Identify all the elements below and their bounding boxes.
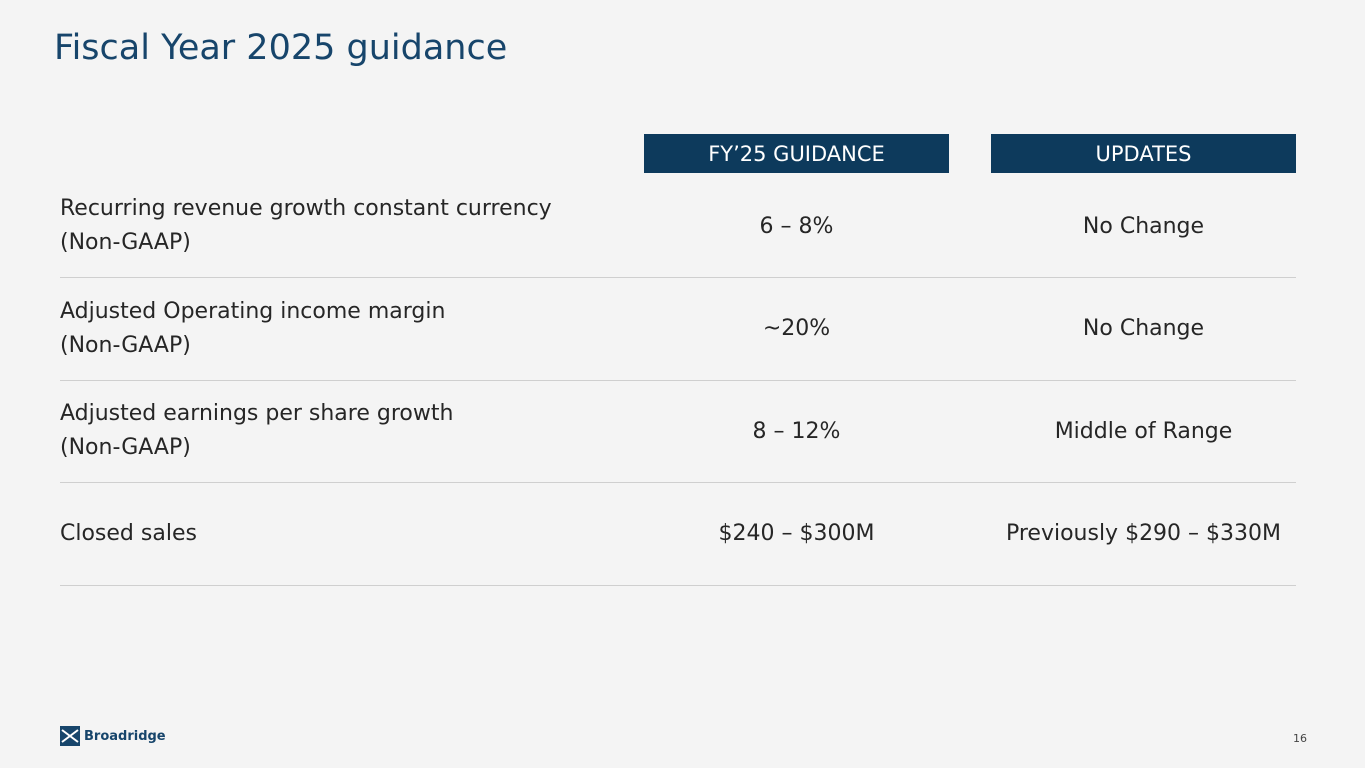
guidance-cell: 8 – 12% [752, 418, 841, 444]
update-cell: Previously $290 – $330M [1005, 521, 1282, 546]
page-number: 16 [1293, 732, 1307, 745]
guidance-cell: ~20% [762, 316, 831, 341]
row-label: Adjusted earnings per share growth (Non-G… [60, 380, 453, 482]
row-label-line: (Non-GAAP) [60, 230, 191, 255]
table-row: Adjusted earnings per share growth (Non-G… [60, 380, 1296, 483]
logo-text: Broadridge [84, 728, 166, 744]
table-row: Recurring revenue growth constant curren… [60, 175, 1296, 278]
column-header: UPDATES [991, 134, 1296, 173]
update-cell: No Change [1082, 213, 1205, 239]
update-cell: Middle of Range [1054, 418, 1233, 444]
row-label-line: Recurring revenue growth constant curren… [60, 196, 552, 221]
row-label-line: Closed sales [60, 520, 197, 546]
row-label-line: Adjusted earnings per share growth [60, 401, 454, 426]
slide-title: Fiscal Year 2025 guidance [54, 28, 508, 68]
row-label-line: Adjusted Operating income margin [60, 298, 446, 324]
row-label-line: (Non-GAAP) [60, 332, 191, 358]
guidance-cell: 6 – 8% [759, 213, 834, 239]
update-cell: No Change [1082, 316, 1205, 341]
table-row: Closed sales $240 – $300M Previously $290 … [60, 483, 1296, 586]
row-label-line: (Non-GAAP) [60, 435, 191, 460]
row-label: Adjusted Operating income margin (Non-GAA… [60, 278, 445, 380]
logo: Broadridge [60, 726, 166, 746]
column-header: FY’25 GUIDANCE [644, 134, 949, 173]
logo-icon [60, 726, 80, 746]
guidance-cell: $240 – $300M [718, 521, 875, 546]
row-label: Recurring revenue growth constant curren… [60, 175, 552, 277]
table-row: Adjusted Operating income margin (Non-GAA… [60, 278, 1296, 381]
row-label: Closed sales [60, 483, 197, 585]
